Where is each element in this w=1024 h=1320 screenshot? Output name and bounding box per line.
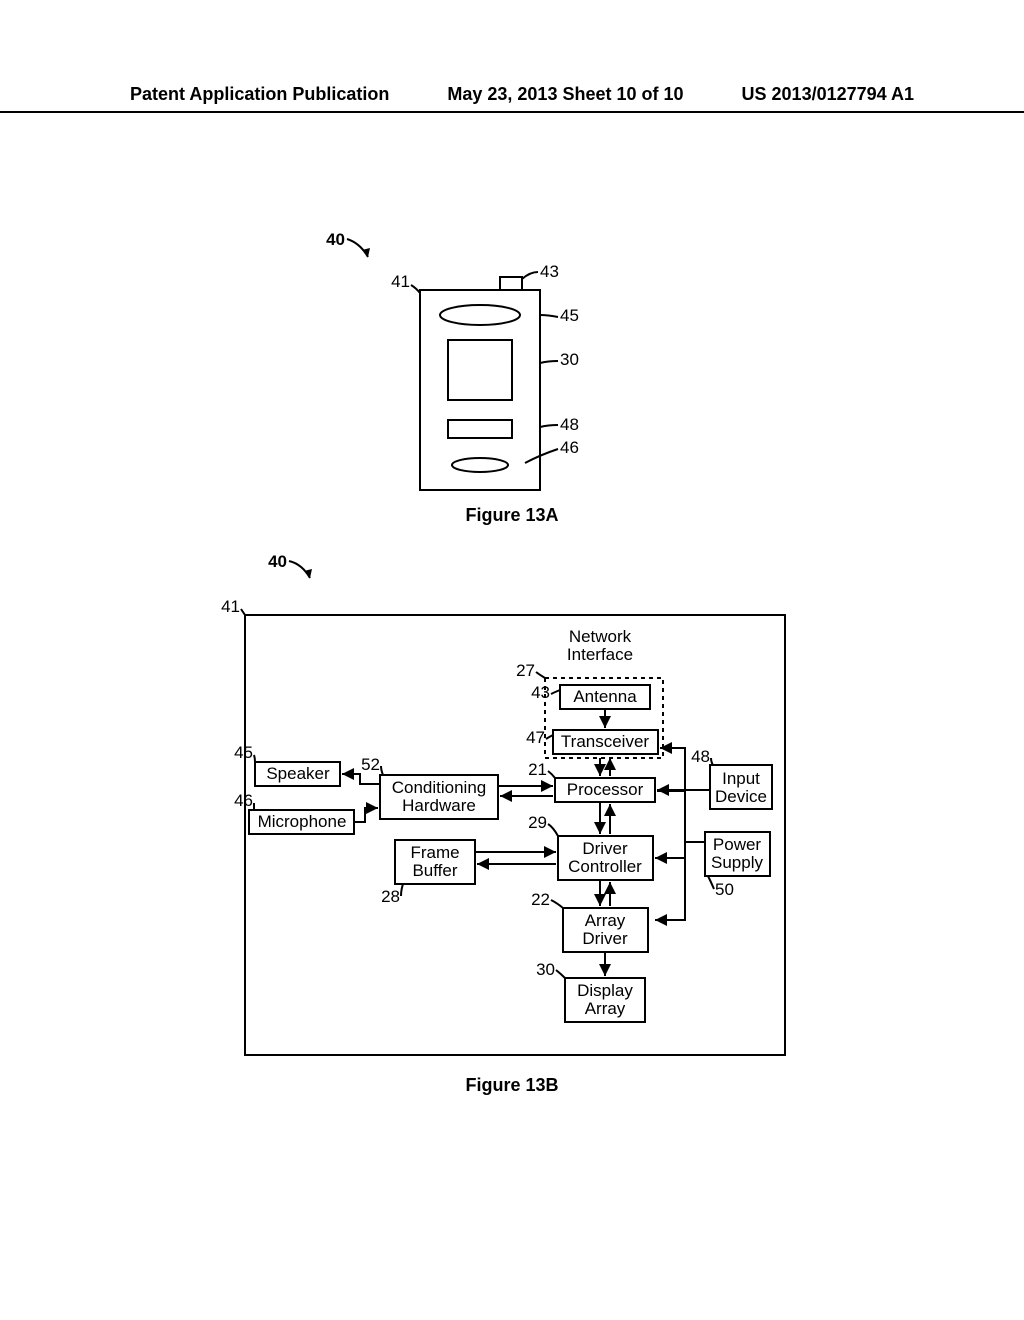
ref-22: 22 [531,890,550,909]
antenna-bump [500,277,522,290]
processor-label: Processor [567,780,644,799]
display-array-label-2: Array [585,999,626,1018]
ref-21: 21 [528,760,547,779]
ref-47: 47 [526,728,545,747]
figure-13a: 40 41 43 45 30 48 46 [300,215,700,535]
figure-13b: 40 41 Network Interface 27 Antenna 43 Tr… [205,550,825,1090]
button-rect [448,420,512,438]
ref-41: 41 [391,272,410,291]
ref-30b: 30 [536,960,555,979]
speaker-label: Speaker [266,764,330,783]
network-interface-label-1: Network [569,627,632,646]
ref-52: 52 [361,755,380,774]
ref-45b: 45 [234,743,253,762]
figure-13a-caption: Figure 13A [0,505,1024,526]
ref-30: 30 [560,350,579,369]
ref-41b: 41 [221,597,240,616]
conditioning-label-1: Conditioning [392,778,487,797]
mic-ellipse [452,458,508,472]
device-body [420,290,540,490]
array-driver-label-2: Driver [582,929,628,948]
page-header: Patent Application Publication May 23, 2… [0,84,1024,113]
header-center: May 23, 2013 Sheet 10 of 10 [447,84,683,105]
header-right: US 2013/0127794 A1 [742,84,914,105]
frame-buffer-label-2: Buffer [412,861,457,880]
frame-buffer-label-1: Frame [410,843,459,862]
ref-48: 48 [560,415,579,434]
ref-29: 29 [528,813,547,832]
input-device-label-2: Device [715,787,767,806]
ref-40b: 40 [268,552,287,571]
power-supply-label-2: Supply [711,853,763,872]
conditioning-label-2: Hardware [402,796,476,815]
ref-46b: 46 [234,791,253,810]
figure-13b-caption: Figure 13B [0,1075,1024,1096]
input-device-label-1: Input [722,769,760,788]
speaker-ellipse [440,305,520,325]
ref-45: 45 [560,306,579,325]
driver-controller-label-1: Driver [582,839,628,858]
display-array-label-1: Display [577,981,633,1000]
ref-46: 46 [560,438,579,457]
page: Patent Application Publication May 23, 2… [0,0,1024,1320]
driver-controller-label-2: Controller [568,857,642,876]
ref-48b: 48 [691,747,710,766]
ref-43b: 43 [531,683,550,702]
ref-43: 43 [540,262,559,281]
antenna-label: Antenna [573,687,637,706]
power-supply-label-1: Power [713,835,762,854]
ref-50: 50 [715,880,734,899]
array-driver-label-1: Array [585,911,626,930]
display-rect [448,340,512,400]
network-interface-label-2: Interface [567,645,633,664]
header-left: Patent Application Publication [130,84,389,105]
ref-27: 27 [516,661,535,680]
ref-28: 28 [381,887,400,906]
microphone-label: Microphone [258,812,347,831]
transceiver-label: Transceiver [561,732,650,751]
ref-40: 40 [326,230,345,249]
